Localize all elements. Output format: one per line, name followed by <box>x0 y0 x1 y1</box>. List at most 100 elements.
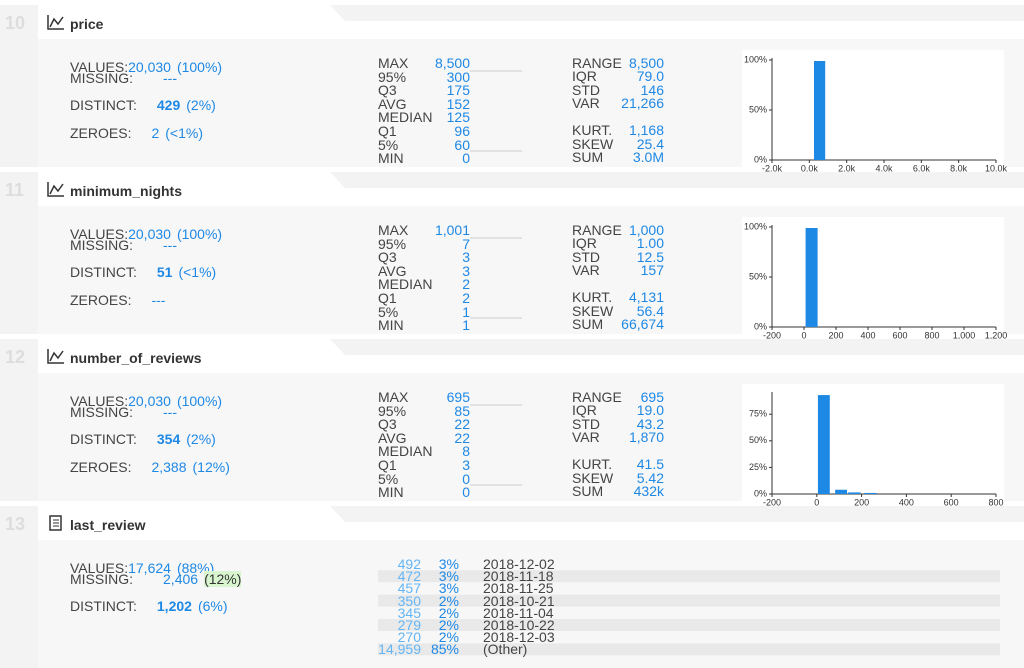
frequency-count: 350 <box>397 592 421 609</box>
column-name: last_review <box>70 517 146 533</box>
overview-row: ZEROES: 2 (<1%) <box>70 126 203 140</box>
quantile-value: 1 <box>462 317 470 334</box>
quantile-label: AVG <box>378 95 407 112</box>
moment-label: STD <box>572 248 600 265</box>
chart-background <box>742 384 1004 514</box>
numeric-icon-line <box>49 16 64 28</box>
overview-label: ZEROES: <box>70 292 132 308</box>
quantile-label: 5% <box>378 303 399 320</box>
x-tick-label: 400 <box>860 330 875 340</box>
moment-value: 12.5 <box>636 248 664 265</box>
quantile-value: 8,500 <box>434 55 470 71</box>
quantile-value: 175 <box>446 82 470 99</box>
overview-pct: (6%) <box>197 598 228 614</box>
column-name: number_of_reviews <box>70 350 202 366</box>
moment-label: VAR <box>572 95 600 112</box>
overview-pct: (2%) <box>186 431 216 447</box>
frequency-value: 2018-10-22 <box>483 617 555 633</box>
histogram-bar <box>805 228 818 327</box>
quantile-label: Q3 <box>378 82 397 99</box>
histogram-bar <box>864 492 877 494</box>
overview-pct: (<1%) <box>165 125 203 141</box>
quantile-label: MEDIAN <box>378 276 433 293</box>
y-tick-label: 100% <box>744 221 767 231</box>
numeric-icon <box>47 349 64 364</box>
quantile-label: AVG <box>378 262 407 279</box>
overview-value: --- <box>163 70 178 86</box>
chart-background <box>742 217 1004 347</box>
moment-label: STD <box>572 415 600 432</box>
quantile-value: 695 <box>446 389 470 405</box>
overview-label: MISSING: <box>70 70 134 86</box>
section-index: 13 <box>5 514 26 534</box>
moment-label: STD <box>572 81 600 98</box>
frequency-value: 2018-12-02 <box>483 556 555 572</box>
x-tick-label: 6.0k <box>913 163 931 173</box>
overview-pct: (2%) <box>186 97 216 113</box>
row-stripe <box>378 570 1000 583</box>
frequency-value: 2018-11-25 <box>483 580 554 597</box>
numeric-icon <box>47 15 64 30</box>
overview-row: VALUES:20,030 (100%) <box>70 60 222 74</box>
overview-row: VALUES:20,030 (100%) <box>70 394 222 408</box>
x-tick-label: 0 <box>801 330 806 340</box>
moment-value: 56.4 <box>636 302 664 319</box>
frequency-pct: 2% <box>438 592 459 609</box>
overview-value: 20,030 <box>128 226 171 242</box>
overview-label: VALUES: <box>70 393 129 409</box>
document-icon <box>49 515 62 531</box>
quantile-value: 0 <box>462 150 470 167</box>
quantile-label: MAX <box>378 222 409 238</box>
overview-row: VALUES:17,624 (88%) <box>70 561 214 575</box>
column-name: minimum_nights <box>70 183 183 199</box>
quantile-label: MIN <box>378 150 404 167</box>
moment-label: SKEW <box>572 302 614 319</box>
x-tick-label: -200 <box>763 330 781 340</box>
overview-label: MISSING: <box>70 404 134 420</box>
overview-label: MISSING: <box>70 237 134 253</box>
overview-pct: (12%) <box>192 459 230 475</box>
overview-value: 20,030 <box>128 393 171 409</box>
quantile-value: 2 <box>462 290 470 306</box>
quantile-value: 22 <box>454 416 470 433</box>
y-tick-label: 50% <box>749 271 767 281</box>
overview-pct: (100%) <box>176 59 223 75</box>
y-tick-label: 75% <box>749 409 767 419</box>
overview-row: DISTINCT: 354 (2%) <box>70 432 216 446</box>
quantile-label: 95% <box>378 402 407 419</box>
moment-value: 19.0 <box>636 402 664 419</box>
quantile-value: 2 <box>462 276 470 293</box>
quantile-label: MEDIAN <box>378 443 433 460</box>
section-tab <box>38 172 1024 206</box>
quantile-label: MAX <box>378 55 409 71</box>
overview-value: --- <box>163 237 178 253</box>
overview-pct: (100%) <box>176 393 223 409</box>
overview-pct: (12%) <box>204 571 242 587</box>
y-tick-label: 25% <box>749 462 767 472</box>
moment-value: 41.5 <box>636 456 664 472</box>
moment-label: SUM <box>572 316 604 332</box>
overview-pct: (<1%) <box>178 264 217 280</box>
overview-row: ZEROES: 2,388 (12%) <box>70 460 230 474</box>
overview-label: ZEROES: <box>70 125 132 141</box>
overview-row: DISTINCT: 429 (2%) <box>70 98 216 112</box>
numeric-icon-line <box>49 183 64 195</box>
moment-label: IQR <box>572 402 597 419</box>
frequency-pct: 3% <box>438 580 459 597</box>
overview-row: MISSING: --- <box>70 71 177 85</box>
quantile-value: 8 <box>462 443 470 460</box>
chart-background <box>742 50 1004 180</box>
moment-value: 25.4 <box>636 135 664 152</box>
overview-row: VALUES:20,030 (100%) <box>70 227 222 241</box>
frequency-value: 2018-10-21 <box>483 592 555 609</box>
frequency-pct: 85% <box>430 641 459 658</box>
quantile-value: 152 <box>446 95 470 112</box>
quantile-value: 0 <box>462 470 470 487</box>
quantile-value: 96 <box>454 123 470 139</box>
histogram-bar <box>817 395 830 494</box>
moment-value: 695 <box>640 389 664 405</box>
quantile-label: Q1 <box>378 123 397 139</box>
moment-label: RANGE <box>572 389 622 405</box>
histogram-bar <box>814 61 826 160</box>
y-tick-label: 50% <box>749 435 767 445</box>
